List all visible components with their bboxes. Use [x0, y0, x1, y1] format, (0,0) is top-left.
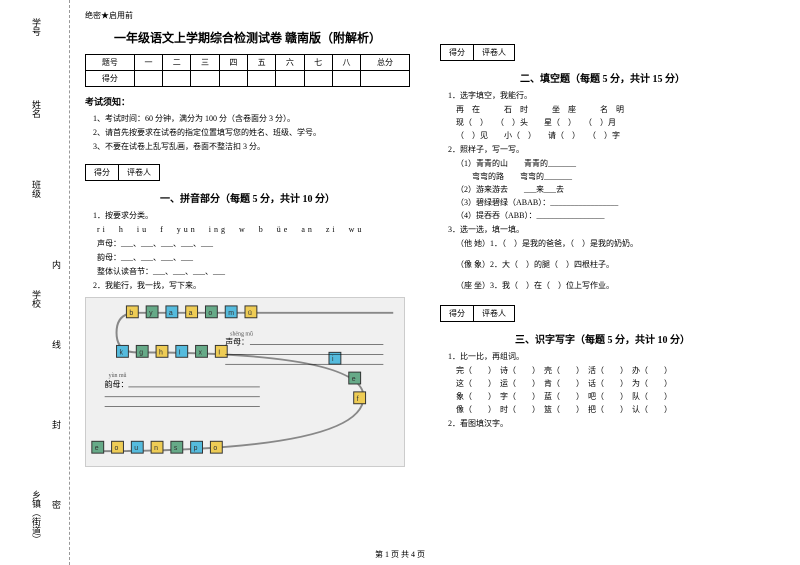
svg-text:o: o: [115, 445, 119, 452]
left-column: 绝密★启用前 一年级语文上学期综合检测试卷 赣南版（附解析） 题号 一 二 三 …: [70, 0, 425, 565]
section1-title: 一、拼音部分（每题 5 分，共计 10 分）: [85, 190, 410, 205]
question-2: 2．我能行，我一找，写下来。: [93, 280, 410, 291]
svg-text:I: I: [179, 349, 181, 356]
pinyin-chars: ri h iu f yun ing w b üe an zi wu: [97, 224, 410, 235]
svg-text:s: s: [174, 445, 178, 452]
svg-text:f: f: [357, 396, 359, 403]
margin-xuexiao: 学校: [30, 290, 43, 308]
th: 三: [191, 55, 219, 71]
notice-item: 2、请首先按要求在试卷的指定位置填写您的姓名、班级、学号。: [85, 127, 410, 138]
score-label: 得分: [86, 165, 119, 180]
notice-item: 1、考试时间：60 分钟，满分为 100 分（含卷面分 3 分）。: [85, 113, 410, 124]
svg-text:yùn mǔ: yùn mǔ: [109, 373, 127, 379]
svg-text:n: n: [154, 445, 158, 452]
sub-item: 完（ ） 诗（ ） 壳（ ） 活（ ） 办（ ）: [456, 365, 765, 376]
sub-item: （他 她）1．（ ）是我的爸爸，（ ）是我的奶奶。: [456, 238, 765, 249]
sub-item: （2）游来游去 ___来___去: [456, 184, 765, 195]
secret-mark: 绝密★启用前: [85, 10, 410, 21]
th: 八: [332, 55, 360, 71]
grader-label: 评卷人: [119, 165, 159, 180]
sub-item: 弯弯的路 弯弯的_______: [456, 171, 765, 182]
score-label: 得分: [441, 306, 474, 321]
page-number: 第 1 页 共 4 页: [375, 549, 425, 560]
shengmu-row: 声母：___、___、___、___、___: [97, 238, 410, 249]
svg-text:k: k: [119, 349, 123, 356]
score-label: 得分: [441, 45, 474, 60]
sub-item: 像（ ） 时（ ） 篮（ ） 把（ ） 认（ ）: [456, 404, 765, 415]
sub-item: （3）碧绿碧绿（ABAB）：_________________: [456, 197, 765, 208]
svg-text:u: u: [134, 445, 138, 452]
grader-label: 评卷人: [474, 306, 514, 321]
sub-item: （4）提吞吞（ABB）：_________________: [456, 210, 765, 221]
svg-text:h: h: [159, 349, 163, 356]
margin-banji: 班级: [30, 180, 43, 198]
grader-label: 评卷人: [474, 45, 514, 60]
yunmu-row: 韵母：___、___、___、___: [97, 252, 410, 263]
th: 总分: [361, 55, 410, 71]
section-score-box: 得分 评卷人: [440, 44, 515, 61]
svg-text:o: o: [208, 310, 212, 317]
th: 题号: [86, 55, 135, 71]
right-column: 得分 评卷人 二、填空题（每题 5 分，共计 15 分） 1．选字填空，我能行。…: [425, 0, 780, 565]
sub-item: 这（ ） 运（ ） 肯（ ） 话（ ） 为（ ）: [456, 378, 765, 389]
exam-title: 一年级语文上学期综合检测试卷 赣南版（附解析）: [85, 29, 410, 46]
question: 1．比一比，再组词。: [448, 351, 765, 362]
svg-text:y: y: [149, 310, 153, 317]
th: 四: [219, 55, 247, 71]
section-score-box: 得分 评卷人: [440, 305, 515, 322]
svg-text:m: m: [228, 310, 234, 317]
th: 一: [134, 55, 162, 71]
table-score-row: 得分: [86, 71, 410, 87]
svg-text:ü: ü: [248, 310, 252, 317]
sub-item: 现（ ） （ ）头 星（ ） （ ）月: [456, 117, 765, 128]
notice-title: 考试须知：: [85, 95, 410, 108]
sub-item: （ ）见 小（ ） 请（ ） （ ）字: [456, 130, 765, 141]
svg-text:b: b: [129, 310, 133, 317]
question: 2．看图填汉字。: [448, 418, 765, 429]
margin-nei: 内: [50, 260, 63, 269]
section2-title: 二、填空题（每题 5 分，共计 15 分）: [440, 70, 765, 85]
score-table: 题号 一 二 三 四 五 六 七 八 总分 得分: [85, 54, 410, 87]
sub-item: （像 象）2．大（ ）的腿（ ）四根柱子。: [456, 259, 765, 270]
row-label: 得分: [86, 71, 135, 87]
margin-xiangzhen: 乡镇（街道）: [30, 490, 43, 544]
svg-text:x: x: [199, 349, 203, 356]
margin-feng: 封: [50, 420, 63, 429]
svg-text:a: a: [169, 310, 173, 317]
notice-item: 3、不要在试卷上乱写乱画，卷面不整洁扣 3 分。: [85, 141, 410, 152]
sub-item: 再 在 石 时 坐 座 名 明: [456, 104, 765, 115]
th: 六: [276, 55, 304, 71]
sub-item: （1）青青的山 青青的_______: [456, 158, 765, 169]
svg-text:声母：: 声母：: [225, 336, 249, 346]
svg-text:a: a: [189, 310, 193, 317]
th: 二: [163, 55, 191, 71]
zhengti-row: 整体认读音节：___、___、___、___: [97, 266, 410, 277]
notice-list: 1、考试时间：60 分钟，满分为 100 分（含卷面分 3 分）。 2、请首先按…: [85, 113, 410, 152]
svg-text:I: I: [218, 349, 220, 356]
question-1: 1．按要求分类。: [93, 210, 410, 221]
svg-text:e: e: [95, 445, 99, 452]
margin-xingming: 姓名: [30, 100, 43, 118]
margin-xian: 线: [50, 340, 63, 349]
section-score-box: 得分 评卷人: [85, 164, 160, 181]
margin-xuhao: 学号: [30, 18, 43, 36]
svg-text:o: o: [213, 445, 217, 452]
snake-image: e o u n s p o f e i k g h I x I b: [85, 297, 405, 467]
th: 七: [304, 55, 332, 71]
svg-text:g: g: [139, 349, 143, 356]
svg-text:韵母：: 韵母：: [105, 379, 129, 389]
svg-text:e: e: [352, 376, 356, 383]
question: 3．选一选，填一填。: [448, 224, 765, 235]
sub-item: （座 坐）3．我（ ）在（ ）位上写作业。: [456, 280, 765, 291]
sub-item: 象（ ） 字（ ） 蓝（ ） 吧（ ） 队（ ）: [456, 391, 765, 402]
th: 五: [247, 55, 275, 71]
binding-margin: 学号 姓名 班级 学校 乡镇（街道） 内 线 封 密: [0, 0, 70, 565]
page-container: 学号 姓名 班级 学校 乡镇（街道） 内 线 封 密 绝密★启用前 一年级语文上…: [0, 0, 800, 565]
question: 2．照样子，写一写。: [448, 144, 765, 155]
section3-title: 三、识字写字（每题 5 分，共计 10 分）: [440, 331, 765, 346]
question: 1．选字填空，我能行。: [448, 90, 765, 101]
table-header-row: 题号 一 二 三 四 五 六 七 八 总分: [86, 55, 410, 71]
margin-mi: 密: [50, 500, 63, 509]
svg-text:p: p: [194, 445, 198, 452]
